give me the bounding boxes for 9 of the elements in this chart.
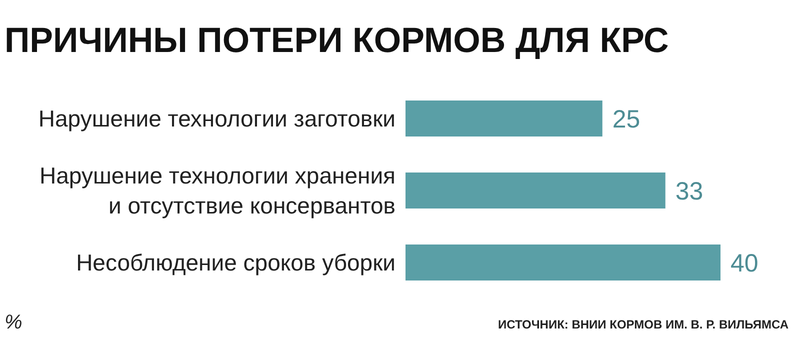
y-tick-label: Нарушение технологии хранения и отсутствие консервантов — [40, 162, 396, 218]
chart-title: ПРИЧИНЫ ПОТЕРИ КОРМОВ ДЛЯ КРС — [4, 21, 669, 60]
data-label: 33 — [675, 178, 704, 206]
y-tick-label: Несоблюдение сроков уборки — [76, 250, 396, 276]
y-tick-label: Нарушение технологии заготовки — [38, 106, 396, 132]
text: % — [4, 312, 22, 334]
data-label: 25 — [612, 106, 640, 134]
data-label: 40 — [730, 250, 758, 278]
text: ИСТОЧНИК: ВНИИ КОРМОВ ИМ. В. Р. ВИЛЬЯМСА — [498, 318, 789, 332]
